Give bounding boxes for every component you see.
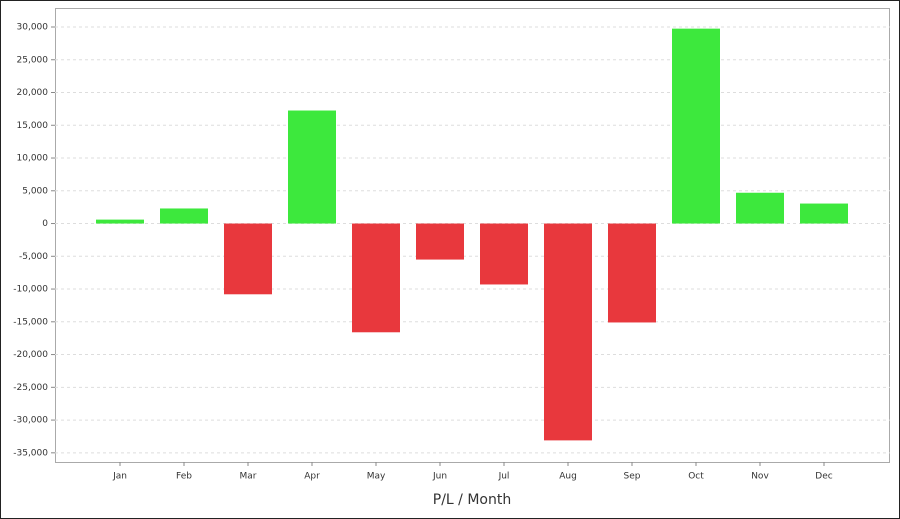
y-tick-label: -25,000 [13,383,48,393]
x-tick-label: Oct [688,472,704,482]
y-tick-label: 10,000 [17,154,49,164]
x-tick-label: Nov [751,472,769,482]
y-tick-label: -35,000 [13,448,48,458]
y-tick-label: 20,000 [17,88,49,98]
y-tick-label: 30,000 [17,22,49,32]
x-tick-label: Feb [176,472,192,482]
y-tick-label: -30,000 [13,416,48,426]
y-tick-label: 0 [42,219,48,229]
x-tick-label: Apr [304,472,320,482]
bar [544,223,592,441]
bar [224,223,272,295]
y-tick-label: 25,000 [17,55,49,65]
bar [736,192,784,224]
bar [608,223,656,323]
y-tick-label: -20,000 [13,350,48,360]
bar [480,223,528,285]
bar [96,219,144,224]
bar [288,110,336,224]
y-tick-label: 5,000 [22,186,48,196]
x-tick-label: May [367,472,386,482]
x-tick-label: Sep [624,472,641,482]
bar [416,223,464,260]
x-axis-title: P/L / Month [433,492,511,508]
bar [800,203,848,224]
x-tick-label: Dec [815,472,832,482]
x-tick-label: Jul [498,472,510,482]
y-tick-label: -5,000 [19,252,48,262]
y-tick-label: -15,000 [13,317,48,327]
bar [352,223,400,333]
y-tick-label: -10,000 [13,285,48,295]
y-tick-label: 15,000 [17,121,49,131]
x-tick-label: Mar [240,472,257,482]
bar [672,28,720,224]
x-tick-label: Aug [559,472,577,482]
x-tick-label: Jun [432,472,447,482]
x-tick-label: Jan [112,472,127,482]
bar [160,208,208,224]
plot-frame [55,8,890,463]
